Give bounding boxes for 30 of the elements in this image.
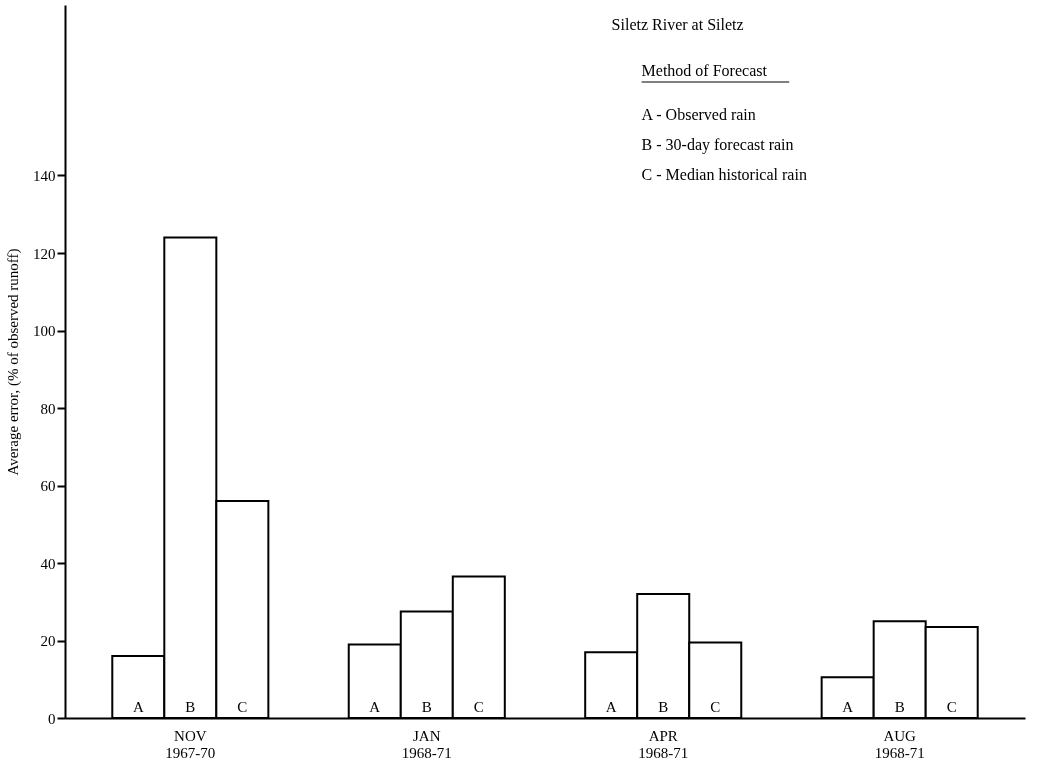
annotation: C - Median historical rain bbox=[641, 166, 807, 183]
y-tick-label: 120 bbox=[33, 245, 56, 262]
text: B bbox=[894, 699, 905, 715]
y-tick-label: 140 bbox=[33, 168, 56, 184]
text: Siletz River at Siletz bbox=[611, 16, 744, 33]
y-axis-title: Average error, (% of observed runoff) bbox=[5, 248, 22, 476]
x-tick-label: NOV 1967-70 bbox=[165, 727, 216, 761]
x-tick-label: AUG 1968-71 bbox=[874, 727, 925, 761]
y-tick-label: 80 bbox=[40, 400, 56, 417]
text: A bbox=[369, 699, 381, 715]
text: B bbox=[658, 699, 669, 715]
text: B bbox=[421, 699, 432, 715]
y-tick-label: 20 bbox=[40, 633, 56, 649]
annotation: A - Observed rain bbox=[641, 106, 756, 123]
text: A bbox=[842, 699, 854, 715]
y-tick-label: 100 bbox=[33, 323, 56, 339]
text: C bbox=[473, 699, 484, 715]
series-label: A bbox=[132, 699, 144, 715]
annotation: B - 30-day forecast rain bbox=[641, 136, 794, 154]
y-tick-label: 40 bbox=[40, 555, 56, 572]
series-label: C bbox=[237, 699, 248, 715]
text: C bbox=[946, 699, 957, 715]
text: A bbox=[605, 699, 617, 715]
series-label: B bbox=[185, 699, 196, 715]
x-tick-label: JAN 1968-71 bbox=[401, 727, 452, 761]
x-tick-label: APR 1968-71 bbox=[638, 727, 689, 761]
legend-title: Method of Forecast bbox=[641, 62, 768, 79]
y-tick-label: 60 bbox=[40, 478, 56, 494]
y-tick-label: 0 bbox=[48, 710, 56, 727]
text: C bbox=[710, 699, 721, 715]
